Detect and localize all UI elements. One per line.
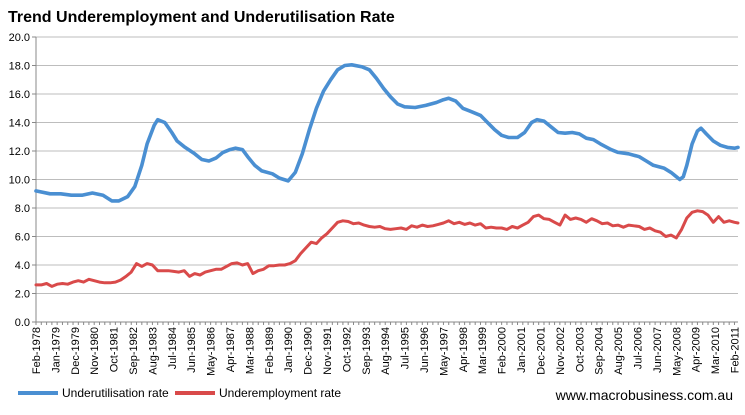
x-tick-label: Jan-1990: [283, 327, 295, 373]
x-tick-label: Aug-1983: [147, 327, 159, 375]
series-line-underemployment-rate: [34, 209, 740, 288]
y-tick-label: 16.0: [9, 89, 30, 101]
x-tick-label: Jun-2007: [652, 327, 664, 373]
x-tick-label: Nov-1991: [322, 327, 334, 375]
y-axis-ticks: 0.0 2.0 4.0 6.0 8.0 10.0 12.0 14.0 16.0 18.0 20.0: [9, 32, 36, 329]
x-tick-label: Aug-1994: [380, 327, 392, 375]
x-tick-label: Apr-2009: [691, 327, 703, 372]
x-tick-label: Aug-2005: [613, 327, 625, 375]
x-tick-label: Dec-1979: [70, 327, 82, 375]
x-tick-label: Oct-1992: [341, 327, 353, 372]
x-tick-label: Jun-1985: [186, 327, 198, 373]
x-tick-label: May-2008: [671, 327, 683, 376]
x-tick-label: Oct-2003: [574, 327, 586, 372]
x-tick-label: Nov-2002: [555, 327, 567, 375]
x-tick-label: Apr-1987: [225, 327, 237, 372]
x-tick-label: Dec-1990: [303, 327, 315, 375]
legend: Underutilisation rate Underemployment rat…: [18, 386, 341, 400]
y-tick-label: 8.0: [15, 203, 30, 215]
x-tick-label: Mar-1999: [477, 327, 489, 374]
x-tick-label: May-1986: [206, 327, 218, 376]
x-tick-label: Nov-1980: [89, 327, 101, 375]
y-tick-label: 20.0: [9, 32, 30, 44]
x-tick-label: Jun-1996: [419, 327, 431, 373]
series-lines: [34, 63, 740, 288]
series-line-underutilisation-rate: [34, 63, 740, 203]
y-tick-label: 12.0: [9, 146, 30, 158]
y-tick-label: 10.0: [9, 175, 30, 187]
x-tick-label: May-1997: [438, 327, 450, 376]
y-tick-label: 2.0: [15, 289, 30, 301]
x-tick-label: Feb-2000: [497, 327, 509, 374]
x-tick-label: Oct-1981: [109, 327, 121, 372]
x-tick-label: Sep-2004: [594, 327, 606, 375]
y-tick-label: 14.0: [9, 118, 30, 130]
x-tick-label: Feb-1978: [31, 327, 43, 374]
y-tick-label: 18.0: [9, 61, 30, 73]
legend-label: Underemployment rate: [219, 386, 341, 400]
x-tick-label: Jul-1984: [167, 327, 179, 369]
x-tick-label: Mar-2010: [710, 327, 722, 374]
legend-label: Underutilisation rate: [62, 386, 169, 400]
x-tick-label: Jul-1995: [400, 327, 412, 369]
x-tick-label: Sep-1982: [128, 327, 140, 375]
x-tick-label: Jan-1979: [50, 327, 62, 373]
y-tick-label: 6.0: [15, 232, 30, 244]
chart-title: Trend Underemployment and Underutilisati…: [8, 9, 395, 26]
x-tick-label: Feb-1989: [264, 327, 276, 374]
x-tick-label: Jan-2001: [516, 327, 528, 373]
x-tick-label: Apr-1998: [458, 327, 470, 372]
x-axis-ticks: Feb-1978 Jan-1979 Dec-1979 Nov-1980 Oct-1981…: [31, 322, 741, 376]
source-text: www.macrobusiness.com.au: [555, 387, 733, 403]
x-tick-label: Jul-2006: [632, 327, 644, 369]
y-tick-label: 0.0: [15, 317, 30, 329]
x-tick-label: Mar-1988: [244, 327, 256, 374]
x-tick-label: Sep-1993: [361, 327, 373, 375]
y-tick-label: 4.0: [15, 260, 30, 272]
x-tick-label: Dec-2001: [535, 327, 547, 375]
x-tick-label: Feb-2011: [729, 327, 741, 373]
